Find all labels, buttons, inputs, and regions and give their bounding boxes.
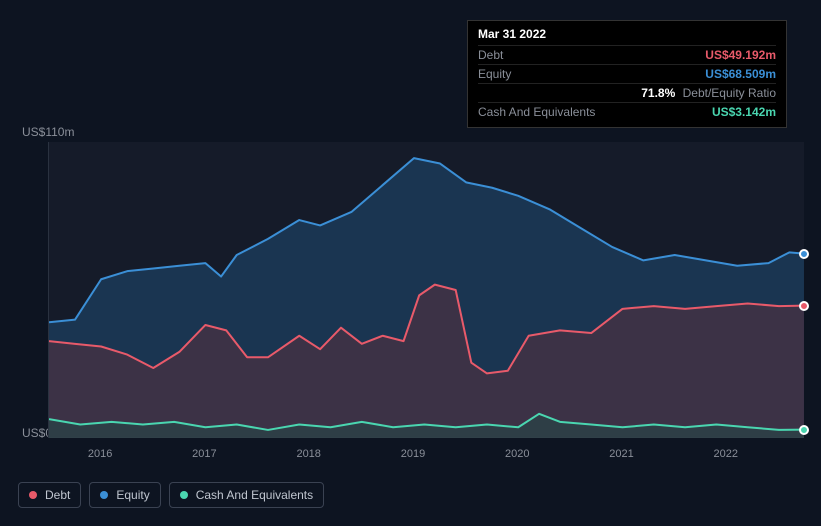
legend-dot-icon xyxy=(180,491,188,499)
legend-label: Debt xyxy=(45,488,70,502)
tooltip-row: 71.8% Debt/Equity Ratio xyxy=(478,83,776,102)
legend-label: Equity xyxy=(116,488,149,502)
x-axis-tick: 2022 xyxy=(714,448,738,460)
x-axis-ticks: 2016 2017 2018 2019 2020 2021 2022 xyxy=(48,448,804,464)
legend-dot-icon xyxy=(29,491,37,499)
series-end-marker xyxy=(799,249,809,259)
tooltip-row-label: Equity xyxy=(478,67,511,81)
tooltip-row: Equity US$68.509m xyxy=(478,64,776,83)
tooltip-row-value: 71.8% Debt/Equity Ratio xyxy=(641,86,776,100)
legend-dot-icon xyxy=(100,491,108,499)
y-axis-label: US$110m xyxy=(22,125,74,139)
x-axis-tick: 2019 xyxy=(401,448,425,460)
tooltip-title: Mar 31 2022 xyxy=(478,27,776,45)
plot-area[interactable] xyxy=(48,142,804,438)
x-axis-tick: 2020 xyxy=(505,448,529,460)
x-axis-tick: 2018 xyxy=(296,448,320,460)
legend-label: Cash And Equivalents xyxy=(196,488,313,502)
tooltip-row-value: US$49.192m xyxy=(705,48,776,62)
chart-tooltip: Mar 31 2022 Debt US$49.192m Equity US$68.50… xyxy=(467,20,787,128)
tooltip-row-value: US$68.509m xyxy=(705,67,776,81)
series-end-marker xyxy=(799,425,809,435)
x-axis-tick: 2021 xyxy=(609,448,633,460)
tooltip-rows: Debt US$49.192m Equity US$68.509m 71.8% Debt… xyxy=(478,45,776,121)
x-axis-tick: 2016 xyxy=(88,448,112,460)
legend-item[interactable]: Debt xyxy=(18,482,81,508)
tooltip-row-value: US$3.142m xyxy=(712,105,776,119)
tooltip-row: Debt US$49.192m xyxy=(478,45,776,64)
x-axis-tick: 2017 xyxy=(192,448,216,460)
tooltip-row: Cash And Equivalents US$3.142m xyxy=(478,102,776,121)
chart-container xyxy=(18,142,804,438)
tooltip-row-label: Debt xyxy=(478,48,503,62)
chart-svg xyxy=(49,142,805,438)
legend-item[interactable]: Equity xyxy=(89,482,160,508)
tooltip-row-label: Cash And Equivalents xyxy=(478,105,595,119)
series-end-marker xyxy=(799,301,809,311)
legend-item[interactable]: Cash And Equivalents xyxy=(169,482,324,508)
legend: Debt Equity Cash And Equivalents xyxy=(18,482,324,508)
